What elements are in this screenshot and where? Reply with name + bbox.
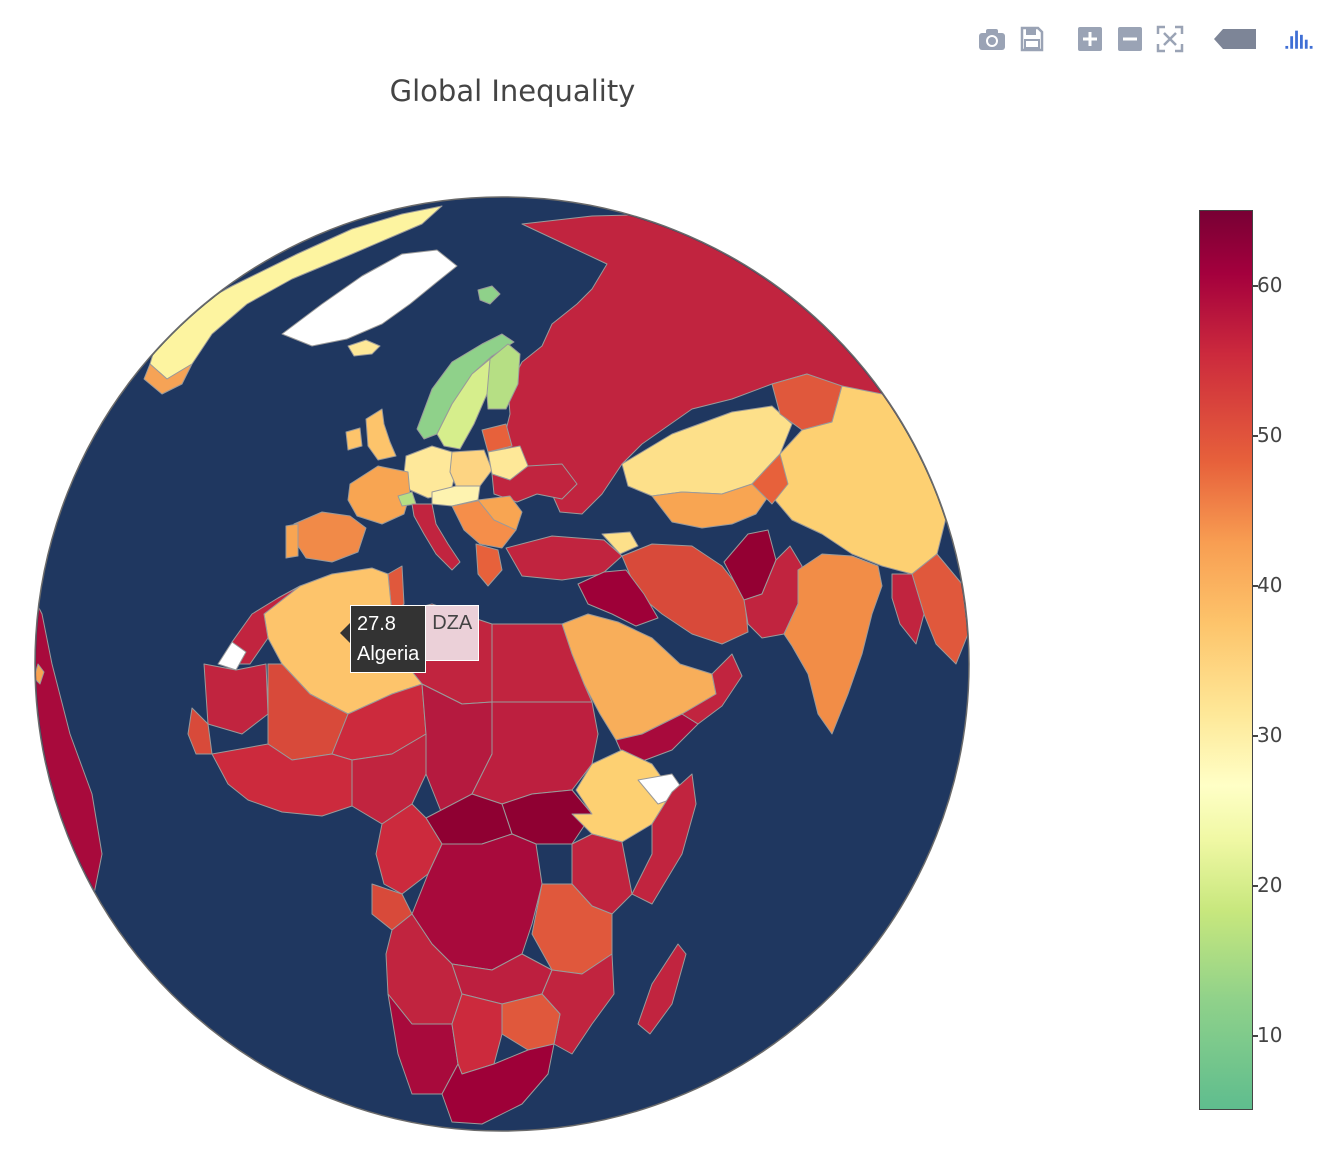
hover-value: 27.8 (357, 613, 396, 635)
colorbar-tick-label: 50 (1257, 423, 1283, 447)
colorbar: 60 50 40 30 20 10 (1199, 210, 1282, 1110)
camera-icon[interactable] (976, 23, 1008, 55)
region-italy[interactable] (411, 503, 461, 571)
region-iran[interactable] (621, 543, 749, 645)
colorbar-tickmark (1253, 585, 1258, 587)
save-icon[interactable] (1016, 23, 1048, 55)
colorbar-tickmark (1253, 735, 1258, 737)
zoom-out-icon[interactable] (1114, 23, 1146, 55)
region-western-sahara[interactable] (217, 641, 247, 671)
region-svalbard[interactable] (477, 285, 501, 305)
modebar-group-logo (1276, 23, 1316, 55)
region-senegal[interactable] (187, 707, 213, 755)
region-myanmar[interactable] (891, 573, 925, 645)
colorbar-tick-label: 40 (1257, 573, 1283, 597)
reset-view-icon[interactable] (1154, 23, 1186, 55)
modebar (950, 22, 1316, 56)
modebar-group-zoom (1066, 23, 1186, 55)
region-nigeria[interactable] (351, 733, 427, 825)
region-baltics[interactable] (481, 423, 513, 453)
region-iceland[interactable] (347, 339, 381, 357)
region-france[interactable] (347, 465, 411, 525)
hover-main-box: 27.8 Algeria (350, 605, 427, 673)
region-madagascar[interactable] (637, 943, 687, 1035)
colorbar-tickmark (1253, 285, 1258, 287)
region-india[interactable] (783, 553, 883, 735)
colorbar-tick-label: 60 (1257, 273, 1283, 297)
region-turkey[interactable] (505, 535, 623, 581)
region-kyrgyz-tajik[interactable] (751, 453, 789, 505)
region-caucasus[interactable] (601, 531, 639, 555)
region-south-africa[interactable] (441, 1043, 555, 1125)
zoom-in-icon[interactable] (1074, 23, 1106, 55)
colorbar-tick-label: 10 (1257, 1023, 1283, 1047)
region-iraq[interactable] (577, 569, 659, 627)
region-romania[interactable] (477, 495, 523, 531)
modebar-group-hover (1204, 23, 1258, 55)
region-central-asia[interactable] (651, 483, 771, 529)
region-caribbean-edge[interactable] (34, 663, 45, 685)
plotly-logo-icon[interactable] (1284, 23, 1316, 55)
colorbar-tickmark (1253, 435, 1258, 437)
region-united-kingdom[interactable] (365, 408, 397, 461)
hover-country: Algeria (357, 643, 420, 665)
hover-code: DZA (426, 605, 480, 661)
colorbar-tick-label: 20 (1257, 873, 1283, 897)
modebar-group-export (968, 23, 1048, 55)
hover-arrow (340, 623, 350, 643)
region-greenland[interactable] (281, 249, 458, 347)
region-somalia-south[interactable] (631, 773, 697, 905)
region-botswana[interactable] (451, 993, 503, 1075)
hover-mode-icon[interactable] (1212, 23, 1258, 55)
region-ireland[interactable] (345, 427, 363, 451)
hover-tooltip: 27.8 Algeria DZA (340, 605, 480, 673)
region-greece[interactable] (475, 543, 503, 587)
colorbar-tickmark (1253, 885, 1258, 887)
map-title: Global Inequality (389, 74, 636, 108)
colorbar-gradient (1199, 210, 1253, 1110)
orthographic-globe[interactable] (32, 194, 972, 1134)
colorbar-tick-label: 30 (1257, 723, 1283, 747)
colorbar-tickmark (1253, 1035, 1258, 1037)
region-portugal[interactable] (285, 523, 299, 559)
region-north-america-east[interactable] (143, 363, 193, 395)
region-finland[interactable] (486, 343, 521, 410)
region-southeast-asia[interactable] (911, 553, 968, 665)
region-oman[interactable] (681, 653, 743, 725)
